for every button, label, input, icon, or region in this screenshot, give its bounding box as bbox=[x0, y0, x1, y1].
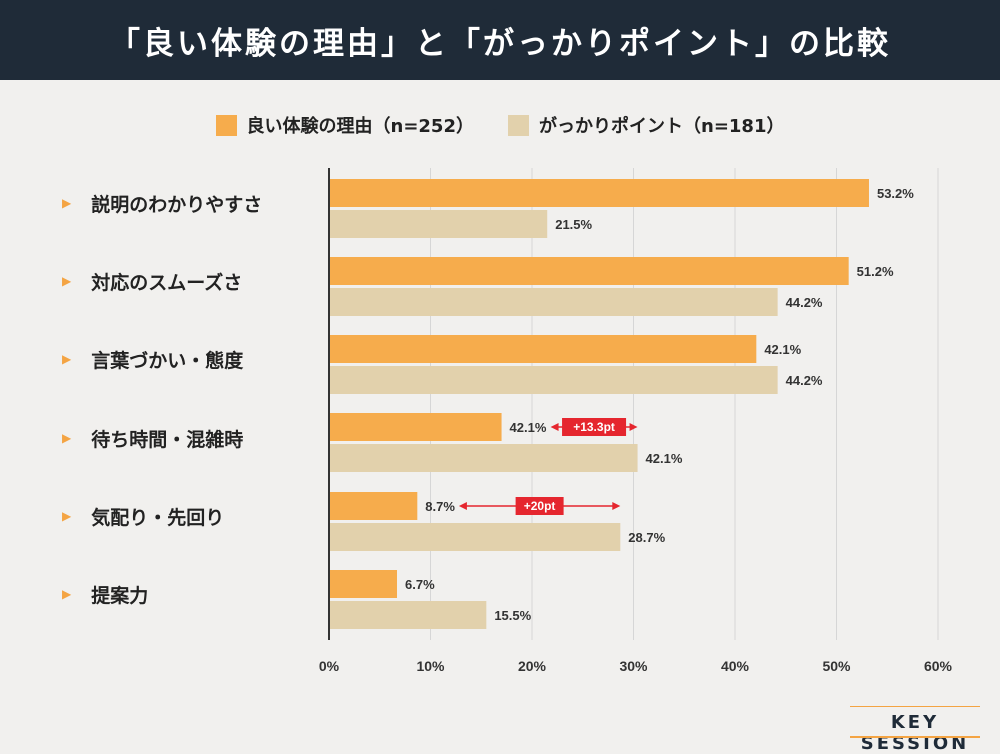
bar-bad bbox=[329, 444, 638, 472]
category-label-text: 提案力 bbox=[91, 584, 149, 607]
x-tick-label: 30% bbox=[619, 658, 648, 674]
category-label-1: ▶ 対応のスムーズさ bbox=[62, 266, 242, 296]
bar-good bbox=[329, 335, 757, 363]
bar-bad bbox=[329, 288, 778, 316]
x-tick-label: 50% bbox=[822, 658, 851, 674]
bar-bad bbox=[329, 523, 621, 551]
bar-value-label: 8.7% bbox=[425, 499, 455, 514]
bar-good bbox=[329, 179, 869, 207]
annotation-badge bbox=[562, 418, 627, 436]
chart-legend: 良い体験の理由（n=252） がっかりポイント（n=181） bbox=[0, 112, 1000, 138]
category-label-text: 言葉づかい・態度 bbox=[91, 349, 244, 372]
bar-good bbox=[329, 570, 398, 598]
bar-value-label: 42.1% bbox=[646, 451, 683, 466]
triangle-bullet-icon: ▶ bbox=[62, 509, 72, 523]
header-bar: 「良い体験の理由」と「がっかりポイント」の比較 bbox=[0, 0, 1000, 80]
legend-label-bad: がっかりポイント（n=181） bbox=[539, 116, 785, 137]
category-label-0: ▶ 説明のわかりやすさ bbox=[62, 188, 262, 218]
key-session-logo: KEY SESSION bbox=[840, 702, 990, 754]
bar-bad bbox=[329, 366, 778, 394]
arrow-left-icon bbox=[550, 423, 559, 431]
triangle-bullet-icon: ▶ bbox=[62, 196, 72, 210]
legend-item-bad: がっかりポイント（n=181） bbox=[508, 112, 784, 138]
category-label-text: 気配り・先回り bbox=[91, 506, 225, 529]
bar-good bbox=[329, 257, 849, 285]
bar-value-label: 28.7% bbox=[628, 530, 665, 545]
x-tick-label: 40% bbox=[721, 658, 750, 674]
arrow-right-icon bbox=[612, 502, 621, 510]
bar-value-label: 44.2% bbox=[786, 373, 823, 388]
x-tick-label: 60% bbox=[924, 658, 953, 674]
annotation-badge bbox=[515, 497, 564, 515]
category-label-text: 対応のスムーズさ bbox=[91, 271, 243, 294]
page-title: 「良い体験の理由」と「がっかりポイント」の比較 bbox=[109, 25, 891, 62]
bar-value-label: 44.2% bbox=[786, 295, 823, 310]
logo-line-top bbox=[850, 706, 980, 707]
legend-label-good: 良い体験の理由（n=252） bbox=[246, 116, 474, 137]
arrow-right-icon bbox=[629, 423, 638, 431]
legend-swatch-bad bbox=[508, 114, 529, 136]
bar-value-label: 51.2% bbox=[857, 264, 894, 279]
x-tick-label: 20% bbox=[518, 658, 547, 674]
triangle-bullet-icon: ▶ bbox=[62, 352, 72, 366]
category-label-4: ▶ 気配り・先回り bbox=[62, 501, 224, 531]
logo-text: KEY SESSION bbox=[860, 712, 970, 754]
triangle-bullet-icon: ▶ bbox=[62, 431, 72, 445]
bar-bad bbox=[329, 210, 548, 238]
legend-swatch-good bbox=[215, 114, 237, 136]
x-tick-label: 10% bbox=[416, 658, 445, 674]
bar-value-label: 42.1% bbox=[510, 420, 547, 435]
bar-bad bbox=[329, 601, 487, 629]
bar-value-label: 15.5% bbox=[494, 608, 531, 623]
arrow-left-icon bbox=[458, 502, 467, 510]
bar-good bbox=[329, 492, 418, 520]
legend-item-good: 良い体験の理由（n=252） bbox=[215, 112, 474, 138]
category-label-5: ▶ 提案力 bbox=[62, 579, 148, 609]
triangle-bullet-icon: ▶ bbox=[62, 274, 72, 288]
annotation-text: +20pt bbox=[524, 499, 556, 513]
category-label-2: ▶ 言葉づかい・態度 bbox=[62, 344, 243, 374]
annotation-text: +13.3pt bbox=[573, 420, 615, 434]
x-tick-label: 0% bbox=[319, 658, 340, 674]
category-label-3: ▶ 待ち時間・混雑時 bbox=[62, 423, 243, 453]
bar-value-label: 6.7% bbox=[405, 577, 435, 592]
logo-line-bottom bbox=[850, 736, 980, 738]
bar-value-label: 53.2% bbox=[877, 186, 914, 201]
triangle-bullet-icon: ▶ bbox=[62, 587, 72, 601]
bar-value-label: 21.5% bbox=[555, 217, 592, 232]
category-label-text: 説明のわかりやすさ bbox=[91, 193, 263, 216]
bar-good bbox=[329, 413, 502, 441]
bar-value-label: 42.1% bbox=[764, 342, 801, 357]
category-label-text: 待ち時間・混雑時 bbox=[91, 428, 244, 451]
